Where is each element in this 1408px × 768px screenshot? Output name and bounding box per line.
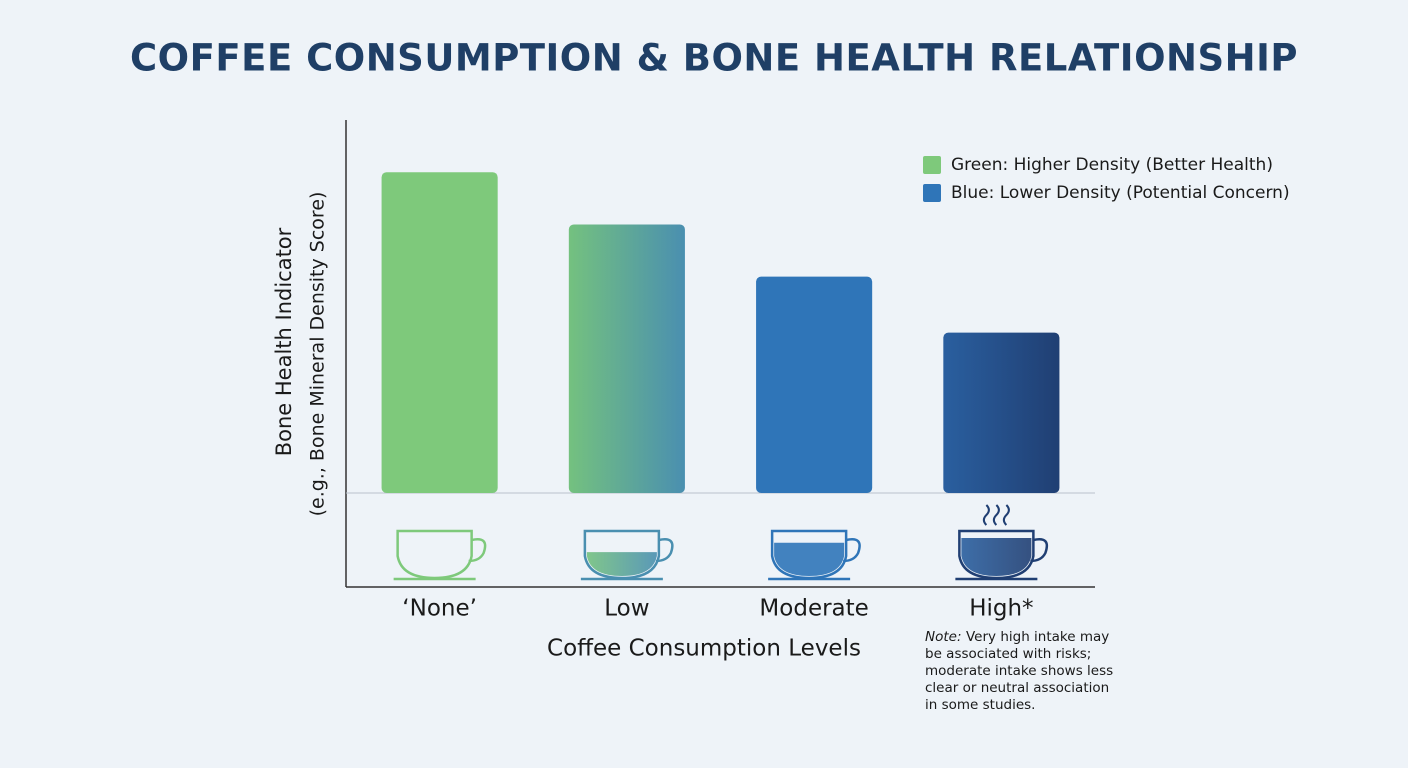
x-tick-label: Moderate <box>759 596 868 622</box>
cup-handle <box>655 538 674 563</box>
bar <box>381 172 498 493</box>
cup-fill <box>586 552 657 576</box>
cup-handle <box>843 538 861 563</box>
steam <box>1002 504 1010 526</box>
legend-swatch <box>923 184 941 202</box>
cup-handle <box>468 538 487 563</box>
cup-icon <box>393 529 487 581</box>
note-label: Note: <box>925 629 962 645</box>
legend-label: Green: Higher Density (Better Health) <box>951 155 1273 175</box>
cup-icon <box>580 529 674 581</box>
note-text: Very high intake may <box>966 629 1109 645</box>
note-text: in some studies. <box>925 697 1035 713</box>
x-tick-label: High* <box>969 596 1033 622</box>
steam <box>992 504 1000 526</box>
cup-icon <box>768 529 861 581</box>
steam <box>982 504 990 526</box>
cup-fill <box>774 542 845 576</box>
cup-fill <box>961 538 1032 576</box>
cup-handle <box>1030 538 1049 563</box>
bar <box>756 276 873 493</box>
note-text: clear or neutral association <box>925 680 1109 696</box>
bar <box>943 332 1060 493</box>
y-axis-label: Bone Health Indicator <box>272 227 296 456</box>
note-text: be associated with risks; <box>925 646 1091 662</box>
legend-label: Blue: Lower Density (Potential Concern) <box>951 183 1290 203</box>
chart-title: COFFEE CONSUMPTION & BONE HEALTH RELATIO… <box>130 37 1298 80</box>
cup-icon <box>955 504 1049 581</box>
x-axis-label: Coffee Consumption Levels <box>547 636 861 662</box>
legend-swatch <box>923 156 941 174</box>
x-tick-label: ‘None’ <box>402 596 477 622</box>
x-tick-label: Low <box>604 596 649 622</box>
note-text: moderate intake shows less <box>925 663 1113 679</box>
bar <box>568 224 685 493</box>
y-axis-label: (e.g., Bone Mineral Density Score) <box>307 192 329 517</box>
